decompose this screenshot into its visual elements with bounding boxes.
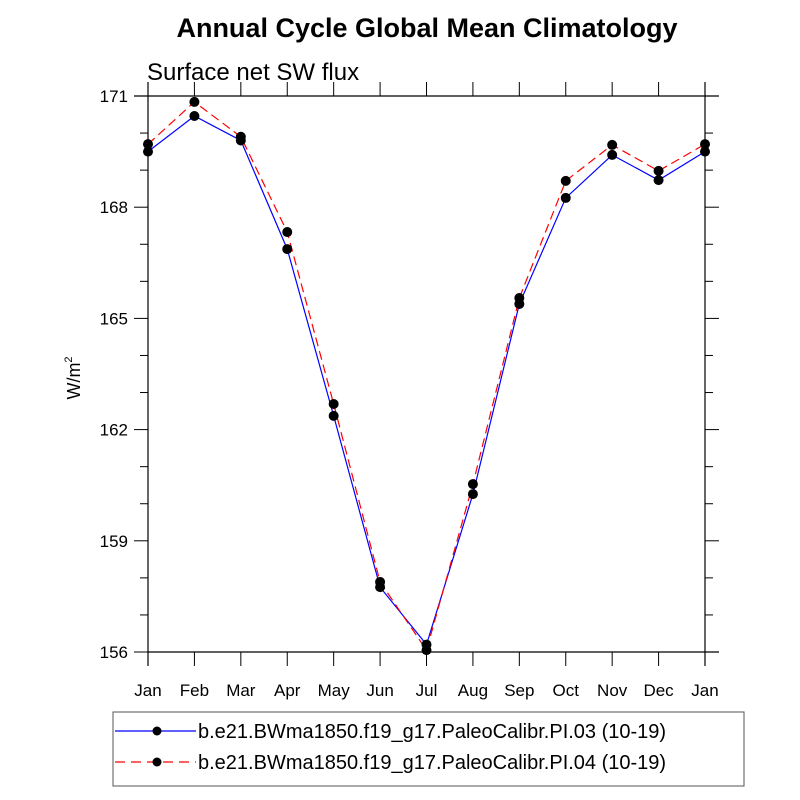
series-1-point	[189, 111, 200, 122]
series-2-point	[189, 96, 200, 107]
x-tick-label: Jan	[134, 681, 161, 700]
y-tick-label: 162	[100, 421, 128, 440]
series-2-point	[282, 227, 293, 238]
x-tick-label: Feb	[180, 681, 209, 700]
legend-marker-2	[152, 757, 162, 767]
legend-label-2: b.e21.BWma1850.f19_g17.PaleoCalibr.PI.04…	[198, 752, 666, 774]
legend-label-1: b.e21.BWma1850.f19_g17.PaleoCalibr.PI.03…	[198, 721, 666, 743]
series-2-point	[700, 139, 710, 150]
series-2-point	[375, 576, 386, 587]
y-tick-label: 171	[100, 87, 128, 106]
series-line-1	[147, 115, 706, 646]
x-tick-label: Aug	[458, 681, 488, 700]
x-axis: Jan Feb Mar Apr May Jun Jul Aug Sep Oct Nov Dec Jan	[134, 82, 719, 700]
x-tick-label: Mar	[226, 681, 256, 700]
x-tick-label: May	[318, 681, 351, 700]
series-layer	[143, 96, 710, 656]
plot-frame	[134, 82, 719, 666]
legend-marker-1	[152, 726, 162, 736]
x-tick-label: Apr	[274, 681, 301, 700]
x-tick-label: Dec	[643, 681, 674, 700]
series-1-point	[282, 244, 293, 255]
series-2-point	[560, 175, 571, 186]
series-2-point	[328, 399, 339, 410]
y-tick-label: 168	[100, 198, 128, 217]
series-1-point	[607, 149, 618, 160]
series-2-point	[467, 479, 478, 490]
y-tick-label: 159	[100, 532, 128, 551]
series-1-point	[560, 192, 571, 203]
x-tick-label: Oct	[553, 681, 580, 700]
y-tick-label: 165	[100, 309, 128, 328]
series-1-point	[653, 175, 664, 186]
legend-box	[112, 711, 745, 787]
series-2-point	[421, 645, 432, 656]
y-axis-label: W/m2	[63, 356, 84, 399]
y-axis: 156 159 162 165 168 171	[100, 87, 719, 662]
y-axis-label-superscript: 2	[63, 356, 75, 362]
series-2-point	[653, 165, 664, 176]
x-tick-label: Jul	[416, 681, 438, 700]
series-2-point	[143, 139, 153, 150]
y-tick-label: 156	[100, 643, 128, 662]
chart-subtitle: Surface net SW flux	[147, 59, 359, 86]
legend: b.e21.BWma1850.f19_g17.PaleoCalibr.PI.03…	[112, 711, 745, 787]
x-tick-label: Nov	[597, 681, 628, 700]
y-axis-label-text: W/m	[64, 363, 84, 400]
series-1-point	[328, 410, 339, 421]
series-2-point	[235, 131, 246, 142]
series-1-point	[143, 146, 153, 157]
x-tick-label: Sep	[504, 681, 534, 700]
series-2-point	[514, 293, 525, 304]
x-tick-label: Jan	[691, 681, 718, 700]
x-tick-label: Jun	[366, 681, 393, 700]
series-line-2	[147, 101, 706, 652]
svg-text:W/m2: W/m2	[63, 356, 84, 399]
series-2-point	[607, 139, 618, 150]
series-1-point	[467, 489, 478, 500]
series-1-point	[700, 146, 710, 157]
chart-title: Annual Cycle Global Mean Climatology	[176, 13, 677, 43]
